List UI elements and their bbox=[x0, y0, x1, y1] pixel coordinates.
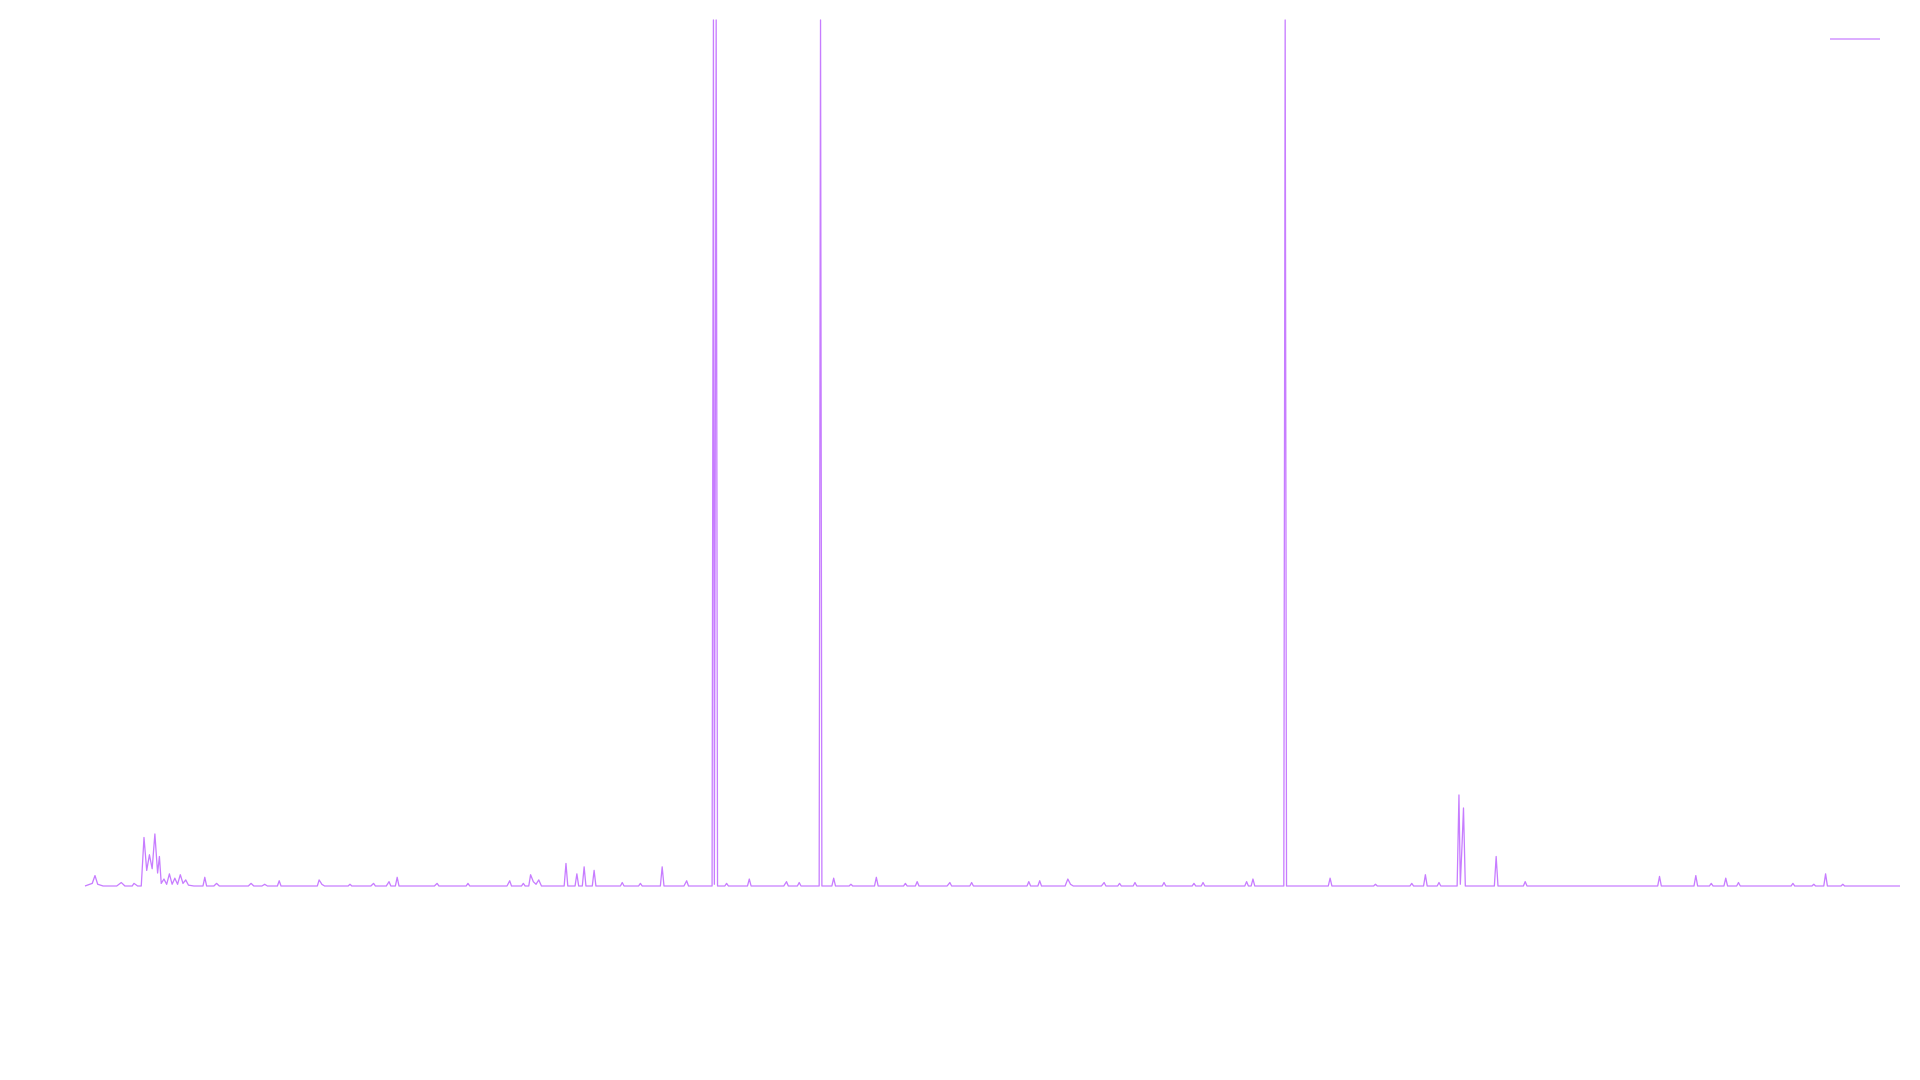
series-line bbox=[84, 19, 1900, 887]
plot-area bbox=[84, 19, 1900, 887]
